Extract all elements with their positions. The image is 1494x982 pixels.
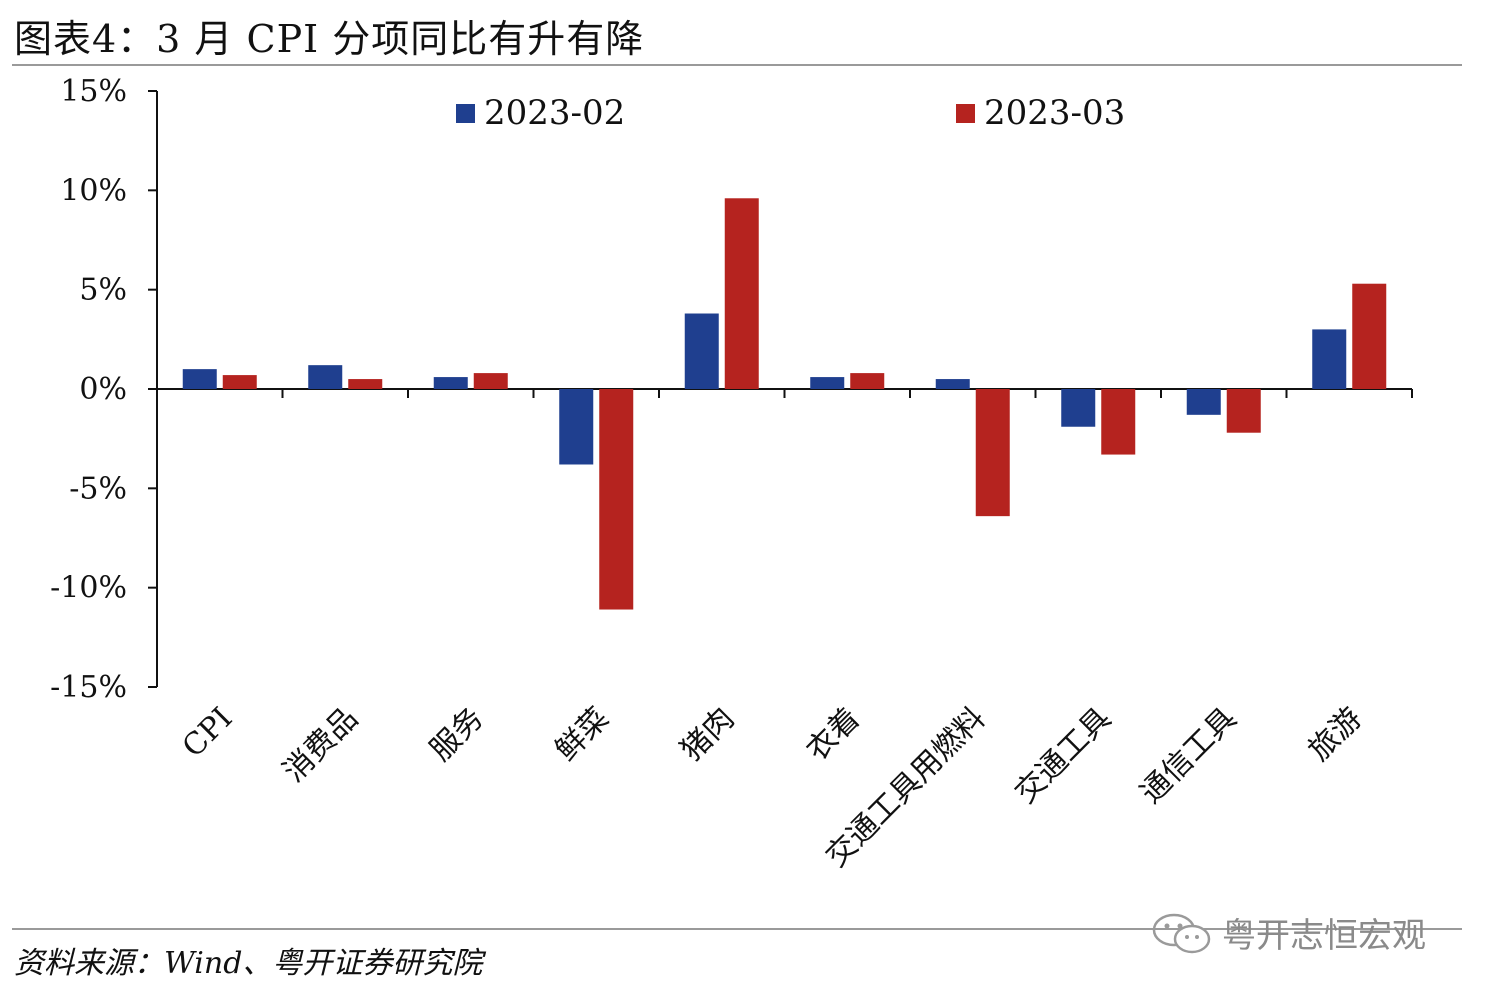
watermark-text: 粤开志恒宏观 <box>1222 916 1426 956</box>
bar-2023-03-9 <box>1352 283 1387 389</box>
chart-title: 图表4：3 月 CPI 分项同比有升有降 <box>14 17 645 61</box>
wechat-icon <box>1152 913 1211 953</box>
x-category-label: 消费品 <box>277 701 365 789</box>
bar-2023-03-5 <box>850 373 885 389</box>
y-tick-label: -10% <box>50 571 127 606</box>
bar-2023-03-6 <box>975 389 1010 517</box>
x-category-label: 通信工具 <box>1134 701 1244 811</box>
bar-2023-03-3 <box>599 389 634 610</box>
x-category-label: CPI <box>176 701 240 765</box>
y-tick-label: -15% <box>50 670 127 705</box>
title-divider <box>12 64 1462 66</box>
bar-2023-03-2 <box>473 373 508 389</box>
footer-divider <box>12 928 1462 930</box>
y-tick-label: 0% <box>79 372 127 407</box>
legend-swatch <box>956 104 975 123</box>
legend: 2023-02 2023-03 <box>456 93 1125 133</box>
bar-2023-02-9 <box>1312 329 1347 389</box>
y-tick-label: 5% <box>79 273 127 308</box>
bar-2023-02-7 <box>1061 389 1096 427</box>
bar-2023-02-2 <box>433 377 468 389</box>
x-category-label: 猪肉 <box>674 701 741 768</box>
x-category-label: 衣着 <box>800 701 867 768</box>
bar-2023-02-6 <box>935 379 970 389</box>
x-category-label: 交通工具 <box>1008 701 1118 811</box>
bars-layer <box>182 198 1387 610</box>
bar-2023-02-3 <box>559 389 594 465</box>
bar-2023-03-8 <box>1226 389 1261 433</box>
labels-layer: 15%10%5%0%-5%-10%-15%CPI 消费品 服务 鲜菜 猪肉 衣着交通工具用… <box>50 74 1369 874</box>
bar-2023-02-1 <box>308 365 343 389</box>
y-tick-label: -5% <box>69 471 127 506</box>
y-tick-label: 15% <box>60 74 127 109</box>
x-category-label: 服务 <box>423 701 490 768</box>
source-note: 资料来源：Wind、粤开证券研究院 <box>14 946 483 981</box>
legend-label: 2023-03 <box>984 93 1125 133</box>
legend-swatch <box>456 104 475 123</box>
watermark: 粤开志恒宏观 <box>1150 908 1426 957</box>
x-category-label: 鲜菜 <box>549 701 616 768</box>
legend-label: 2023-02 <box>484 93 625 133</box>
bar-2023-03-4 <box>724 198 759 389</box>
bar-2023-03-7 <box>1101 389 1136 455</box>
bar-2023-02-4 <box>684 313 719 389</box>
y-tick-label: 10% <box>60 173 127 208</box>
bar-2023-02-0 <box>182 369 217 389</box>
bar-2023-03-0 <box>222 375 257 389</box>
bar-2023-02-5 <box>810 377 845 389</box>
bar-2023-03-1 <box>348 379 383 389</box>
x-category-label: 旅游 <box>1302 701 1369 768</box>
bar-2023-02-8 <box>1186 389 1221 415</box>
